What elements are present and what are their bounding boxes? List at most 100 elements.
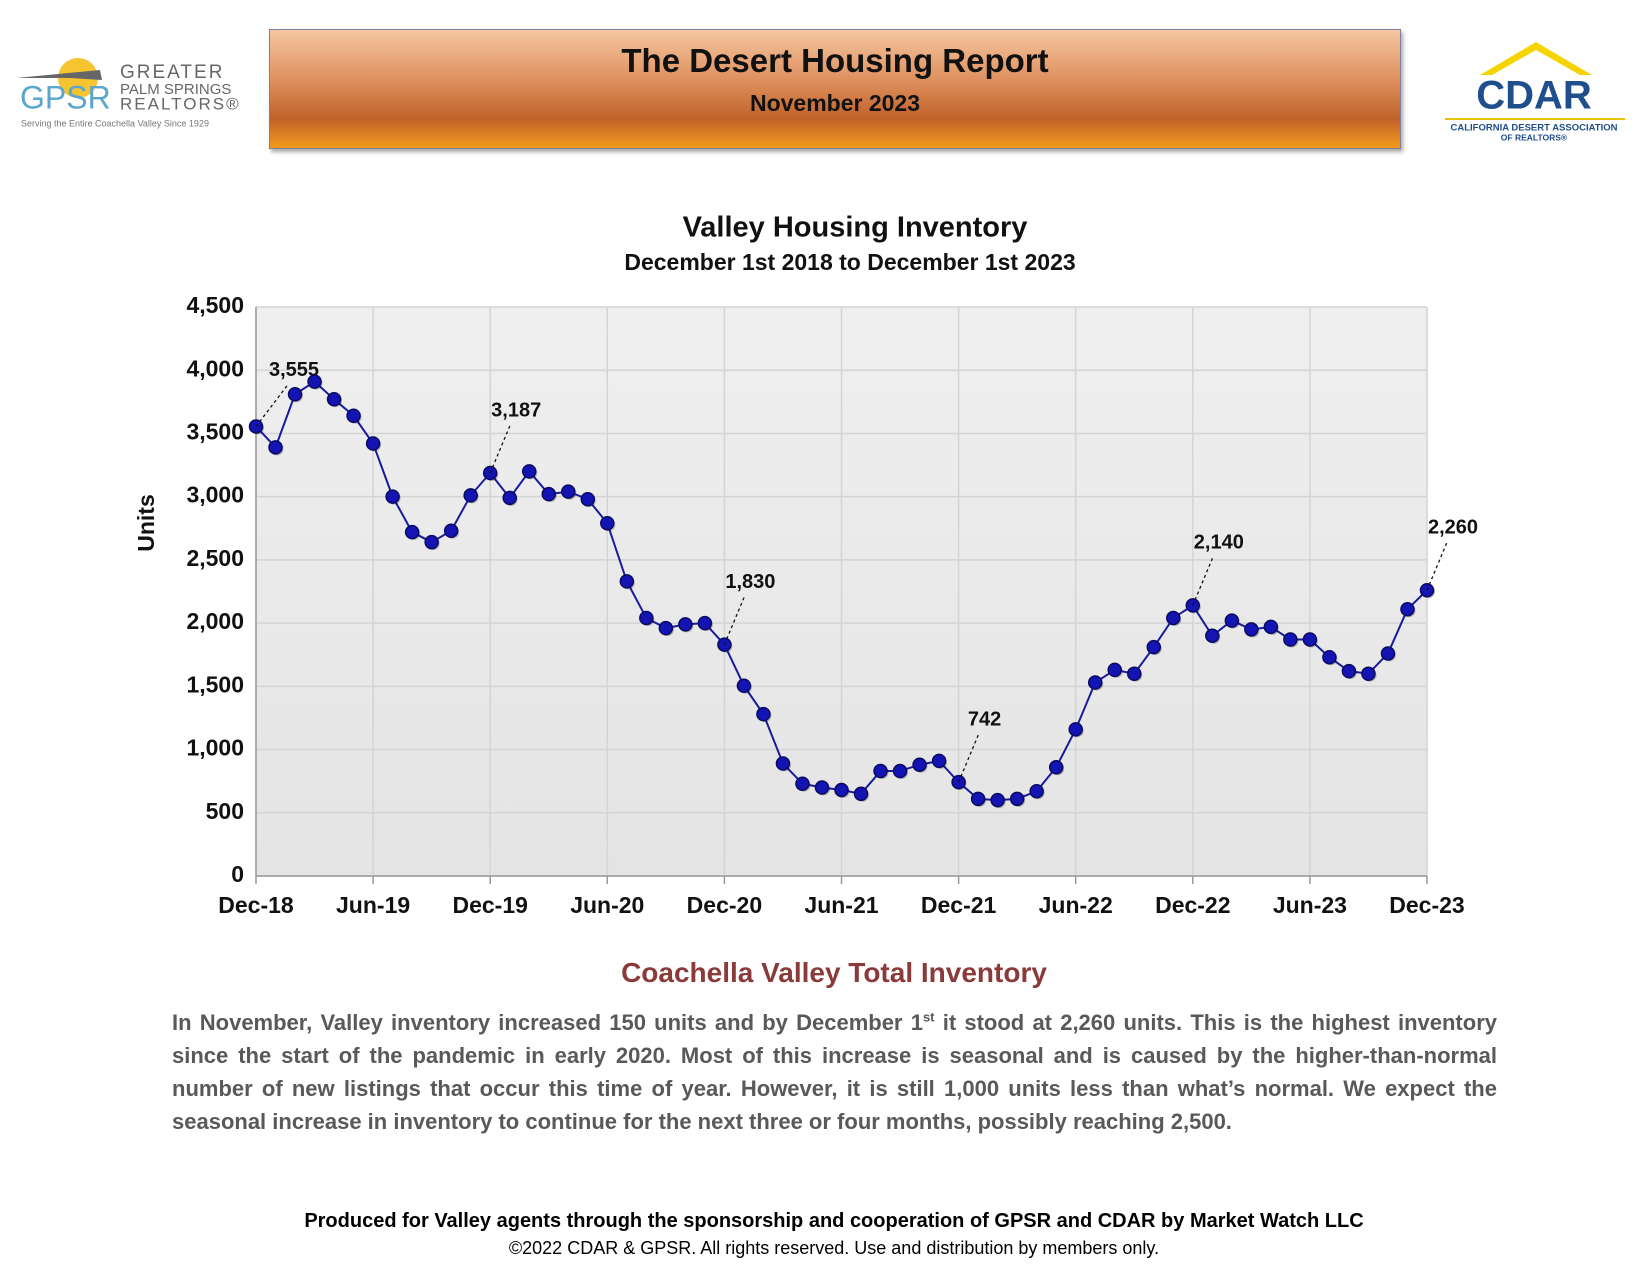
x-tick-label: Dec-22 <box>1155 892 1230 918</box>
data-point <box>404 524 420 540</box>
data-point <box>639 610 654 626</box>
data-point <box>1224 613 1240 628</box>
gpsr-mark: GPSR <box>20 79 111 115</box>
data-point <box>502 490 517 506</box>
data-point <box>580 491 596 507</box>
data-point <box>990 792 1005 808</box>
cdar-line: CALIFORNIA DESERT ASSOCIATION <box>1451 123 1618 134</box>
x-tick-label: Dec-21 <box>921 892 997 918</box>
data-point <box>1029 784 1044 799</box>
data-point <box>892 763 908 779</box>
data-point <box>1009 791 1025 807</box>
y-tick-label: 4,500 <box>186 292 244 318</box>
paragraph-sup: st <box>922 1009 935 1025</box>
data-point <box>1283 632 1298 647</box>
data-point <box>521 464 537 479</box>
banner: The Desert Housing Report November 2023 <box>269 29 1401 149</box>
data-label: 3,555 <box>269 359 319 381</box>
data-point <box>931 753 947 769</box>
data-point <box>1107 662 1122 678</box>
data-point <box>541 486 556 502</box>
data-point <box>658 620 674 636</box>
y-tick-label: 3,000 <box>186 482 244 508</box>
y-tick-label: 1,000 <box>186 735 244 761</box>
data-point <box>834 782 849 798</box>
data-point <box>795 776 810 791</box>
data-point <box>1400 601 1415 617</box>
leader-line <box>957 733 980 783</box>
data-point <box>1302 632 1318 647</box>
gpsr-line: PALM SPRINGS <box>120 81 231 98</box>
footer-copyright: ©2022 CDAR & GPSR. All rights reserved. … <box>508 1238 1160 1258</box>
leader-line <box>1192 557 1214 606</box>
x-tick-label: Dec-18 <box>218 892 294 918</box>
y-tick-label: 3,500 <box>186 419 244 445</box>
report-title: The Desert Housing Report <box>621 42 1049 79</box>
data-point <box>1380 646 1396 661</box>
data-point <box>443 523 459 539</box>
data-point <box>756 706 771 722</box>
x-tick-label: Jun-21 <box>804 892 878 918</box>
data-label: 2,140 <box>1194 532 1244 554</box>
x-tick-label: Dec-23 <box>1389 892 1464 918</box>
gpsr-line: REALTORS® <box>120 94 241 113</box>
y-tick-label: 500 <box>206 798 244 824</box>
data-point <box>697 615 713 631</box>
y-tick-label: 2,000 <box>186 608 244 634</box>
footer-credit: Produced for Valley agents through the s… <box>304 1210 1364 1232</box>
x-tick-label: Dec-20 <box>687 892 762 918</box>
data-point <box>1322 650 1337 665</box>
cdar-line: OF REALTORS® <box>1501 132 1568 142</box>
data-point <box>346 408 361 423</box>
logos: GPSR GREATER PALM SPRINGS REALTORS® Serv… <box>16 42 1625 142</box>
data-point <box>268 440 283 455</box>
x-tick-label: Jun-20 <box>570 892 644 918</box>
data-point <box>326 392 342 407</box>
paragraph: In November, Valley inventory increased … <box>172 1006 1497 1138</box>
data-point <box>1127 666 1142 681</box>
data-point <box>287 386 303 402</box>
report-subtitle: November 2023 <box>749 90 921 116</box>
data-point <box>1361 666 1376 681</box>
x-tick-label: Jun-22 <box>1039 892 1113 918</box>
chart-title: Valley Housing Inventory <box>683 212 1028 244</box>
leader-line <box>723 596 746 645</box>
y-tick-label: 4,000 <box>186 355 244 381</box>
data-point <box>619 574 635 589</box>
data-point <box>970 791 986 807</box>
data-point <box>1048 760 1064 775</box>
x-tick-label: Jun-19 <box>336 892 410 918</box>
data-point <box>385 489 400 504</box>
data-point <box>814 780 830 795</box>
leader-line <box>255 384 289 427</box>
data-label: 3,187 <box>491 399 541 421</box>
x-tick-label: Jun-23 <box>1273 892 1347 918</box>
chart-subtitle: December 1st 2018 to December 1st 2023 <box>624 249 1075 275</box>
data-label: 2,260 <box>1428 517 1478 539</box>
data-point <box>678 617 693 632</box>
data-point <box>736 678 752 693</box>
leader-line <box>489 424 511 474</box>
data-point <box>1341 663 1357 679</box>
paragraph-text: it stood at 2,260 units. This is the hig… <box>172 1010 1497 1134</box>
data-point <box>424 534 439 550</box>
leader-line <box>1426 541 1448 591</box>
data-point <box>561 484 576 499</box>
cdar-roof <box>1480 42 1592 75</box>
cdar-rule <box>1445 118 1625 120</box>
data-point <box>1146 639 1162 655</box>
cdar-mark: CDAR <box>1476 74 1592 118</box>
gpsr-roof <box>16 70 102 80</box>
data-point <box>463 488 478 503</box>
data-point <box>1263 619 1279 635</box>
data-point <box>307 374 322 389</box>
data-point <box>1068 722 1083 737</box>
x-tick-label: Dec-19 <box>452 892 527 918</box>
paragraph-text: In November, Valley inventory increased … <box>172 1010 923 1035</box>
data-label: 1,830 <box>725 571 775 593</box>
data-point <box>1205 628 1220 644</box>
data-point <box>365 436 381 451</box>
data-point <box>1087 675 1103 690</box>
data-label: 742 <box>968 708 1001 730</box>
